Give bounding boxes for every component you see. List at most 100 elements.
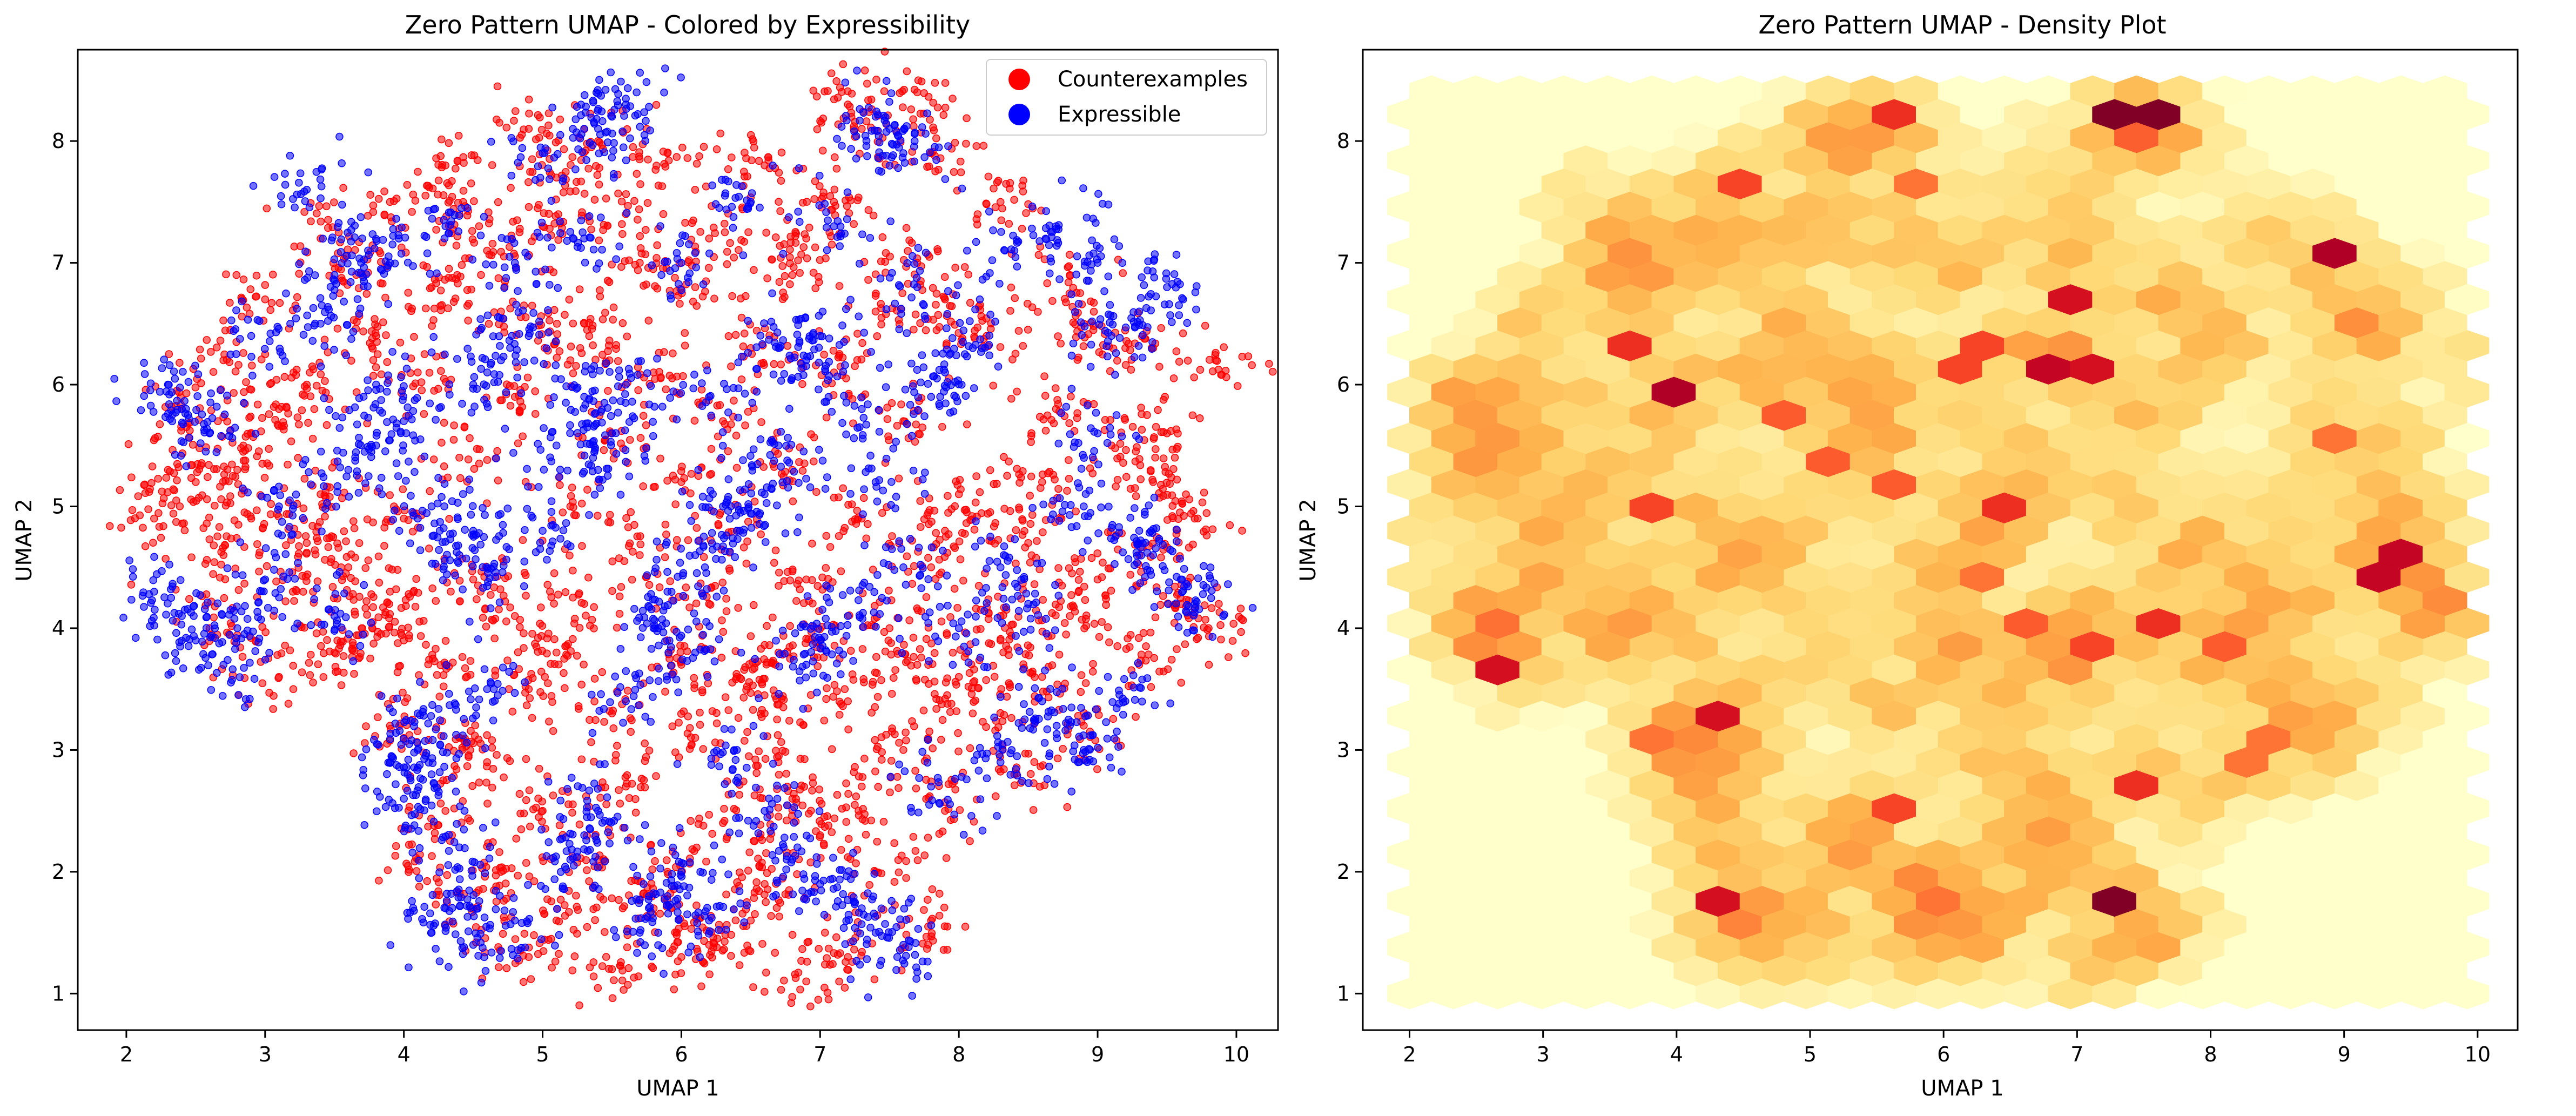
scatter-point xyxy=(414,167,422,176)
scatter-point xyxy=(910,85,919,94)
scatter-point xyxy=(522,796,530,804)
scatter-point xyxy=(493,447,501,455)
scatter-point xyxy=(167,388,176,396)
scatter-point xyxy=(525,786,534,795)
scatter-point xyxy=(1205,355,1214,364)
scatter-point xyxy=(759,359,768,367)
scatter-point xyxy=(941,79,950,87)
scatter-point xyxy=(722,925,730,934)
scatter-point xyxy=(707,876,716,884)
scatter-point xyxy=(253,452,261,460)
scatter-point xyxy=(530,931,538,939)
scatter-point xyxy=(1019,342,1027,350)
scatter-point xyxy=(282,541,290,549)
scatter-point xyxy=(782,770,790,778)
scatter-point xyxy=(749,665,757,674)
scatter-point xyxy=(405,963,413,972)
scatter-point xyxy=(661,520,670,529)
scatter-point xyxy=(602,953,610,961)
scatter-point xyxy=(912,675,920,683)
scatter-point xyxy=(819,189,828,197)
scatter-point xyxy=(873,332,882,340)
scatter-point xyxy=(655,368,663,376)
scatter-point xyxy=(428,891,437,899)
scatter-point xyxy=(750,266,758,274)
scatter-point xyxy=(838,321,846,330)
scatter-point xyxy=(932,290,941,298)
scatter-point xyxy=(922,130,930,138)
scatter-point xyxy=(596,286,604,294)
scatter-point xyxy=(1122,337,1131,345)
scatter-point xyxy=(1005,220,1013,228)
scatter-point xyxy=(405,302,413,311)
scatter-point xyxy=(459,585,467,594)
scatter-point xyxy=(940,273,949,281)
scatter-point xyxy=(458,653,467,661)
scatter-point xyxy=(745,678,754,687)
scatter-point xyxy=(167,668,176,677)
scatter-point xyxy=(1126,570,1134,579)
scatter-point xyxy=(298,668,306,676)
scatter-point xyxy=(540,910,548,918)
scatter-point xyxy=(374,713,382,722)
scatter-point xyxy=(636,123,644,131)
scatter-point xyxy=(373,350,382,359)
scatter-point xyxy=(887,139,896,148)
scatter-point xyxy=(974,582,983,590)
scatter-point xyxy=(932,156,940,164)
scatter-point xyxy=(920,89,928,97)
scatter-point xyxy=(953,604,961,612)
scatter-point xyxy=(830,185,839,194)
scatter-point xyxy=(277,649,286,657)
scatter-point xyxy=(572,891,580,900)
scatter-point xyxy=(608,994,617,1003)
scatter-point xyxy=(375,877,383,885)
scatter-point xyxy=(220,594,228,602)
scatter-point xyxy=(381,293,389,302)
scatter-point xyxy=(1114,743,1122,751)
scatter-point xyxy=(178,612,186,620)
scatter-point xyxy=(929,744,937,752)
scatter-point xyxy=(972,499,980,507)
scatter-point xyxy=(819,146,827,155)
scatter-point xyxy=(210,558,218,566)
scatter-point xyxy=(844,725,852,734)
scatter-point xyxy=(311,271,319,279)
scatter-point xyxy=(1152,445,1160,453)
scatter-point xyxy=(145,488,153,496)
scatter-point xyxy=(833,93,842,102)
scatter-point xyxy=(816,256,824,264)
scatter-point xyxy=(1006,307,1014,315)
scatter-point xyxy=(687,470,696,478)
scatter-point xyxy=(781,529,790,537)
scatter-point xyxy=(146,386,154,394)
scatter-point xyxy=(907,105,916,113)
scatter-point xyxy=(775,582,783,590)
scatter-point xyxy=(648,663,656,672)
scatter-point xyxy=(406,539,414,548)
scatter-point xyxy=(616,799,624,808)
scatter-point xyxy=(1075,732,1084,741)
scatter-point xyxy=(878,233,887,241)
scatter-point xyxy=(791,970,799,979)
scatter-point xyxy=(871,668,879,677)
scatter-point xyxy=(918,123,926,131)
scatter-point xyxy=(937,736,945,744)
scatter-point xyxy=(959,576,967,585)
scatter-point xyxy=(169,616,177,625)
scatter-point xyxy=(466,486,474,494)
scatter-point xyxy=(864,206,873,214)
scatter-point xyxy=(366,654,374,663)
scatter-point xyxy=(179,367,187,376)
scatter-point xyxy=(929,315,938,324)
scatter-point xyxy=(425,544,433,553)
scatter-point xyxy=(351,577,359,586)
scatter-point xyxy=(116,486,124,494)
scatter-point xyxy=(1026,724,1034,732)
scatter-point xyxy=(864,275,872,284)
scatter-point xyxy=(760,522,768,530)
scatter-point xyxy=(855,772,863,781)
scatter-point xyxy=(713,935,722,943)
scatter-point xyxy=(472,555,480,563)
scatter-point xyxy=(507,945,516,953)
